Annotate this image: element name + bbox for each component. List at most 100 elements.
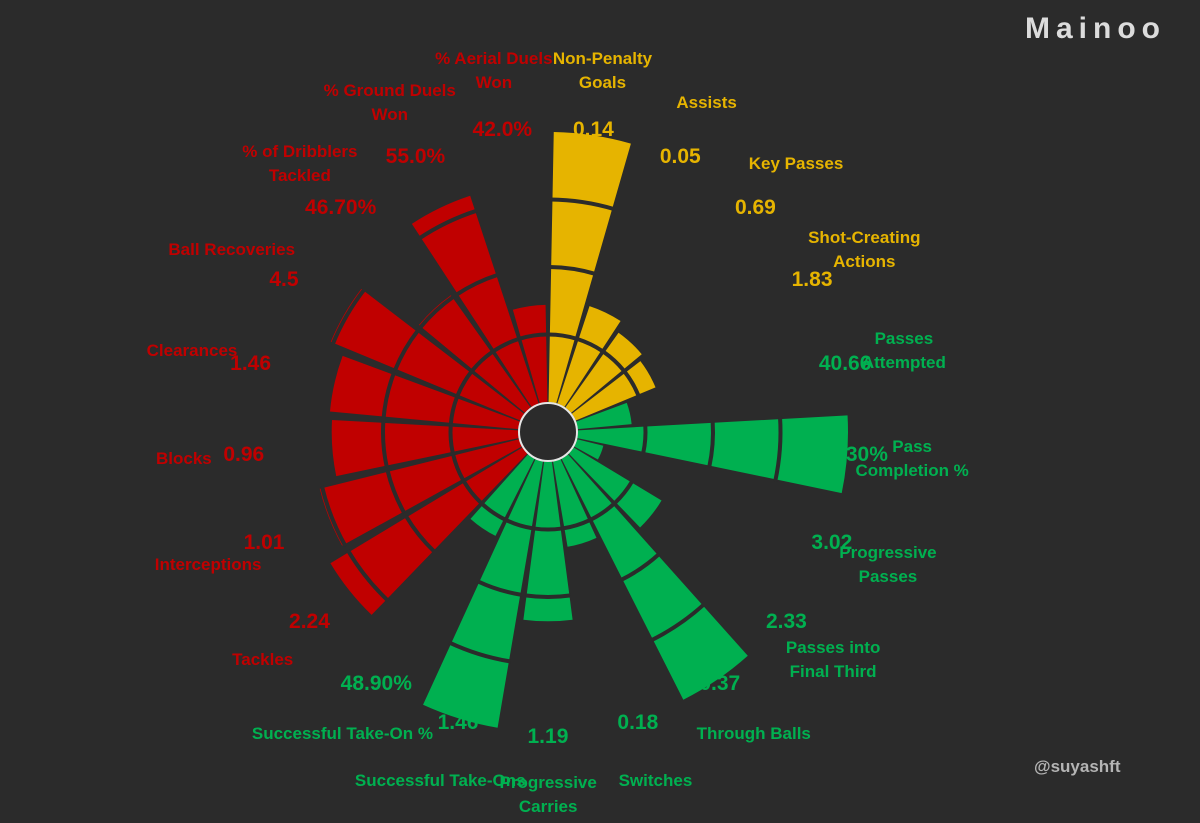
metric-label-20: % Aerial Duels Won [435,49,553,93]
metric-value-4: 40.66 [818,352,872,376]
slice-13-ring-0 [462,480,483,505]
metric-label-7: Passes into Final Third [785,637,881,681]
slice-13-ring-2 [346,549,390,603]
player-name: Mainoo [1025,12,1166,45]
slice-9 [553,459,597,547]
metric-label-0: Non-Penalty Goals [552,49,653,93]
slice-14-ring-2 [319,485,348,548]
metric-value-18: 46.70% [305,196,377,220]
slice-20 [512,304,548,404]
slice-19-ring-0 [492,337,519,353]
metric-label-11: Successful Take-Ons [354,770,526,790]
slice-12 [470,454,535,536]
metric-label-15: Blocks [156,449,212,469]
slice-1-ring-0 [577,337,604,353]
slice-10-ring-0 [534,526,562,532]
metric-value-2: 0.69 [734,196,776,220]
slice-8-ring-2 [650,602,706,643]
metric-label-10: Progressive Carries [499,773,597,816]
metric-value-11: 1.46 [437,711,479,735]
slice-17 [330,288,525,421]
slice-14-ring-0 [451,454,465,481]
metric-value-15: 0.96 [223,442,265,466]
slice-5-ring-1 [707,421,715,468]
slice-17-ring-0 [455,370,473,397]
slice-6 [574,439,604,460]
slice-0-ring-2 [550,197,615,212]
slice-12-ring-0 [481,502,506,522]
center-ring [518,402,578,462]
slice-5-ring-0 [641,425,648,454]
slice-7 [568,447,662,528]
slice-17-ring-1 [393,329,420,371]
slice-8-ring-0 [590,502,615,522]
slice-16 [329,355,520,430]
slice-4 [576,402,632,430]
metric-label-18: % of Dribblers Tackled [242,142,358,186]
metric-value-1: 0.05 [659,145,701,169]
slice-8-ring-1 [620,552,661,582]
slice-11-ring-1 [477,579,523,597]
slice-10-ring-1 [524,593,572,599]
metric-value-13: 2.24 [289,610,330,634]
slice-19-ring-1 [455,272,499,297]
metric-value-5: 86.30% [816,442,888,466]
slice-2 [565,332,642,413]
slice-5-ring-2 [773,416,783,482]
slice-13-ring-1 [404,514,436,554]
slice-7-ring-0 [613,480,634,505]
slice-8 [561,454,748,700]
slice-18 [418,295,531,413]
metric-value-19: 55.0% [385,145,446,169]
slice-3-ring-0 [623,370,641,397]
metric-label-12: Successful Take-On % [251,723,433,743]
metric-label-8: Through Balls [696,723,811,743]
metric-value-0: 0.14 [572,118,614,142]
slice-16-ring-0 [448,396,459,424]
slice-11-ring-2 [448,640,512,664]
metric-label-4: Passes Attempted [861,328,946,372]
metric-label-6: Progressive Passes [839,543,937,587]
slice-16-ring-1 [381,372,396,419]
metric-value-7: 2.33 [765,610,807,634]
slice-19-ring-2 [417,208,478,241]
slice-15-ring-0 [448,425,455,454]
slice-0-ring-0 [548,332,577,341]
metric-value-17: 4.5 [269,267,299,291]
metric-label-14: Interceptions [154,555,262,575]
metric-value-12: 48.90% [340,672,412,695]
metric-label-16: Clearances [146,340,238,360]
metric-value-9: 0.18 [617,711,659,735]
metric-value-14: 1.01 [243,531,285,555]
metric-label-13: Tackles [232,649,294,669]
slice-3 [571,361,656,421]
slice-14-ring-1 [385,469,406,514]
slice-18-ring-1 [418,295,455,330]
metric-label-17: Ball Recoveries [168,239,296,259]
slice-18-ring-0 [470,350,494,372]
metric-value-8: 0.37 [699,672,741,695]
metric-value-6: 3.02 [811,531,853,555]
metric-label-1: Assists [676,93,737,113]
metric-label-5: Pass Completion % [855,437,969,481]
slice-11 [423,459,543,728]
slice-9-ring-0 [563,518,591,531]
metric-value-20: 42.0% [472,118,533,142]
metric-label-3: Shot-Creating Actions [808,227,921,271]
slice-10 [523,461,573,622]
slice-11-ring-0 [505,518,533,531]
slice-17-ring-2 [330,287,367,346]
slice-13 [330,447,528,615]
metric-value-10: 1.19 [527,725,569,748]
credit-handle: @suyashft [1034,757,1121,776]
metric-value-16: 1.46 [230,352,272,376]
slice-15-ring-1 [381,421,389,468]
slice-15 [331,419,519,477]
metric-label-19: % Ground Duels Won [323,81,456,125]
metric-value-3: 1.83 [791,267,833,291]
metric-label-9: Switches [618,770,693,790]
slice-1 [557,306,621,407]
slice-0-ring-1 [549,265,596,276]
